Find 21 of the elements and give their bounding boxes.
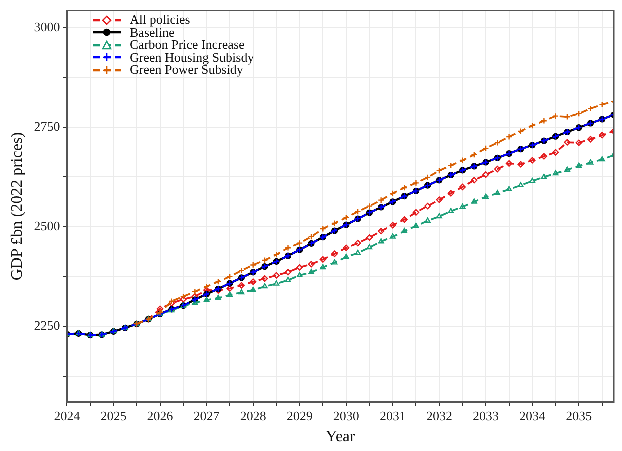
y-tick-label: 3000 xyxy=(34,19,60,34)
x-tick-label: 2024 xyxy=(54,408,81,424)
legend-label: Carbon Price Increase xyxy=(130,37,245,52)
y-tick-label: 2500 xyxy=(34,218,60,234)
y-tick-label: 2750 xyxy=(34,118,60,134)
x-tick-label: 2026 xyxy=(147,408,174,424)
x-tick-label: 2031 xyxy=(380,408,406,424)
x-tick-label: 2032 xyxy=(426,408,452,424)
x-tick-label: 2025 xyxy=(100,408,127,424)
x-tick-label: 2033 xyxy=(473,408,500,424)
x-tick-label: 2035 xyxy=(566,408,592,424)
x-tick-label: 2027 xyxy=(194,408,220,424)
x-tick-label: 2030 xyxy=(333,408,360,424)
x-tick-label: 2034 xyxy=(520,408,546,424)
legend-label: All policies xyxy=(130,12,190,27)
y-tick-label: 2250 xyxy=(34,318,60,333)
x-tick-label: 2028 xyxy=(240,408,266,424)
x-tick-label: 2029 xyxy=(286,408,313,424)
x-axis-title: Year xyxy=(326,428,356,446)
y-axis-title: GDP £bn (2022 prices) xyxy=(8,132,26,281)
legend-label: Green Housing Subisdy xyxy=(130,50,254,64)
